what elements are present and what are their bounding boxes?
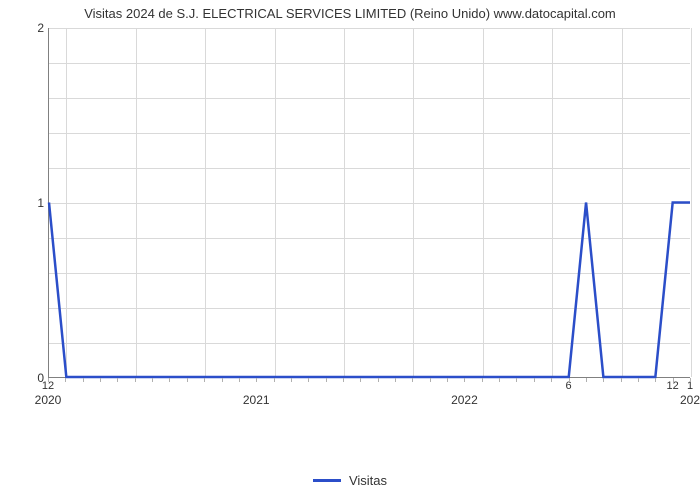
- x-minor-tick: [655, 378, 656, 382]
- legend: Visitas: [0, 473, 700, 488]
- x-minor-tick: [464, 378, 465, 382]
- x-minor-tick: [152, 378, 153, 382]
- x-minor-tick: [222, 378, 223, 382]
- x-minor-tick: [638, 378, 639, 382]
- x-minor-tick: [551, 378, 552, 382]
- x-minor-tick: [256, 378, 257, 382]
- x-tick-major-label: 2021: [243, 393, 270, 407]
- legend-label: Visitas: [349, 473, 387, 488]
- chart-title: Visitas 2024 de S.J. ELECTRICAL SERVICES…: [0, 0, 700, 21]
- x-minor-tick: [326, 378, 327, 382]
- legend-swatch: [313, 479, 341, 482]
- line-chart-svg: [49, 28, 690, 377]
- x-minor-tick: [100, 378, 101, 382]
- x-minor-tick: [117, 378, 118, 382]
- x-minor-tick: [204, 378, 205, 382]
- gridline-v: [691, 28, 692, 377]
- x-tick-major-label: 202: [680, 393, 700, 407]
- x-minor-tick: [343, 378, 344, 382]
- x-minor-tick: [395, 378, 396, 382]
- x-minor-tick: [586, 378, 587, 382]
- plot-area: [48, 28, 690, 378]
- x-minor-tick: [187, 378, 188, 382]
- x-minor-tick: [412, 378, 413, 382]
- x-minor-tick: [430, 378, 431, 382]
- x-minor-tick: [499, 378, 500, 382]
- x-tick-major-label: 2022: [451, 393, 478, 407]
- x-minor-tick: [603, 378, 604, 382]
- x-minor-tick: [169, 378, 170, 382]
- y-tick-label: 2: [30, 21, 44, 35]
- x-minor-tick: [274, 378, 275, 382]
- x-minor-tick: [534, 378, 535, 382]
- x-minor-tick: [516, 378, 517, 382]
- x-minor-tick: [621, 378, 622, 382]
- x-minor-tick: [308, 378, 309, 382]
- x-tick-major-label: 2020: [35, 393, 62, 407]
- x-minor-tick: [48, 378, 49, 382]
- series-line: [49, 203, 690, 378]
- x-minor-tick: [360, 378, 361, 382]
- x-minor-tick: [239, 378, 240, 382]
- x-minor-tick: [378, 378, 379, 382]
- x-minor-tick: [482, 378, 483, 382]
- x-minor-tick: [83, 378, 84, 382]
- x-minor-tick: [65, 378, 66, 382]
- x-minor-tick: [673, 378, 674, 382]
- chart-area: 012 126121 202020212022202: [30, 28, 690, 423]
- x-minor-tick: [569, 378, 570, 382]
- y-tick-label: 1: [30, 196, 44, 210]
- x-minor-tick: [135, 378, 136, 382]
- x-minor-tick: [447, 378, 448, 382]
- x-minor-tick: [690, 378, 691, 382]
- x-minor-tick: [291, 378, 292, 382]
